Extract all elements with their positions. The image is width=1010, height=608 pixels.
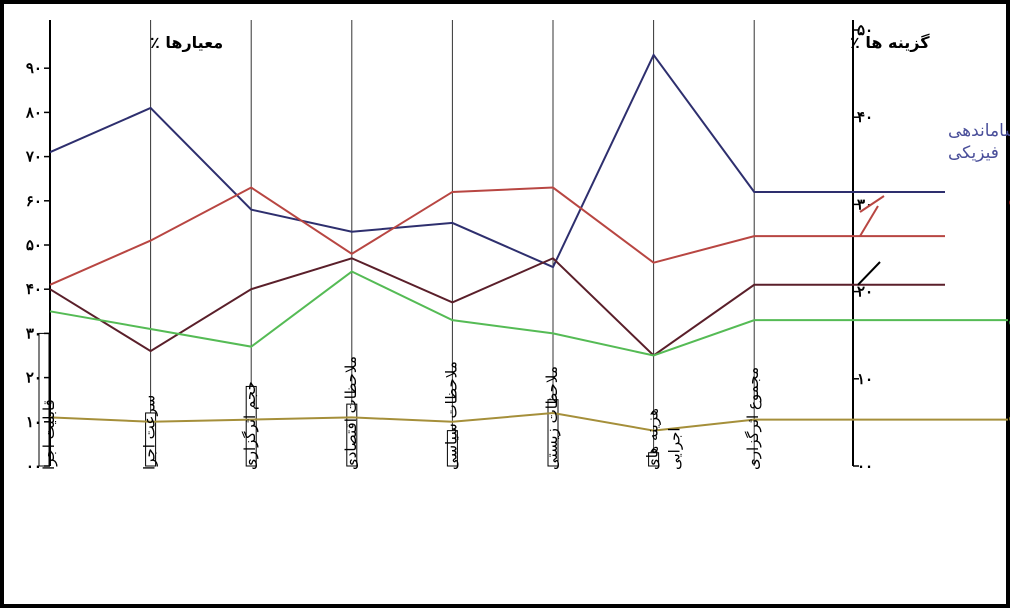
left-axis-title: معیارها ٪ xyxy=(150,33,223,52)
left-tick-label: ۱۰ xyxy=(26,413,42,431)
category-label: ملاحظات اقتصادی xyxy=(342,356,360,470)
category-label: ملاحظات زیستی xyxy=(543,366,561,470)
right-axis-title: گزینه ها ٪ xyxy=(850,33,930,52)
left-tick-label: ۸۰ xyxy=(25,103,42,121)
criteria-bars xyxy=(38,332,660,467)
right-tick-label: ۰۰ xyxy=(857,457,873,475)
left-tick-label: ۳۰ xyxy=(26,324,42,342)
left-tick-label: ۷۰ xyxy=(25,148,42,166)
series-label-connector xyxy=(859,195,885,213)
left-tick-label: ۹۰ xyxy=(26,59,42,77)
right-tick-label: ۵۰ xyxy=(857,21,873,39)
series-lines xyxy=(49,52,1008,432)
category-gridlines xyxy=(150,20,755,466)
criteria-bar xyxy=(145,412,157,467)
category-label: سرعت اجرا xyxy=(141,395,159,470)
series-label: تمرکز زدایی xyxy=(1008,189,1010,209)
criteria-bar xyxy=(346,403,358,467)
right-tick-label: ۱۰ xyxy=(857,370,873,388)
left-tick-label: ۵۰ xyxy=(26,236,42,254)
category-label: حجم اثرگزاری xyxy=(241,381,259,470)
criteria-bar xyxy=(648,452,660,467)
series-line xyxy=(49,270,1008,357)
left-tick-label: ۰۰ xyxy=(26,457,42,475)
series-label: رویکرد سرزمینی xyxy=(1008,244,1010,264)
category-label: هزینه های xyxy=(644,408,662,470)
series-label-connector xyxy=(857,261,881,286)
criteria-bar xyxy=(547,399,559,467)
right-tick-label: ۲۰ xyxy=(857,283,873,301)
category-label: اجرایی xyxy=(666,427,684,470)
left-tick-label: ۲۰ xyxy=(26,369,42,387)
series-label: قطب‌های رقیب xyxy=(1008,311,1010,331)
left-tick-label: ۶۰ xyxy=(26,192,42,210)
left-tick-label: ۴۰ xyxy=(26,280,42,298)
series-line xyxy=(49,186,945,286)
category-labels: قابلیت اجرا سرعت اجرا حجم اثرگزاری ملاحظات … xyxy=(40,356,762,470)
category-label: مجموع اثرگزاری xyxy=(744,367,762,470)
right-tick-label: ۴۰ xyxy=(857,108,873,126)
series-line xyxy=(49,411,1008,432)
right-tick-label: ۳۰ xyxy=(857,195,873,213)
criteria-bar xyxy=(245,385,257,467)
series-line xyxy=(49,257,945,357)
series-label: انتقال پایتخت xyxy=(1008,407,1010,427)
series-label-connector xyxy=(859,205,879,237)
series-label: ساماندهی xyxy=(948,121,1010,141)
category-label: ملاحظات سیاسی xyxy=(442,361,460,470)
series-label: فیزیکی xyxy=(948,143,999,163)
series-labels: ساماندهیفیزیکی تمرکز زدایی رویکرد سرزمینی ق… xyxy=(948,121,1010,427)
axes: ۰۰ ۱۰ ۲۰ ۳۰ ۴۰ ۵۰ ۶۰ ۷۰ ۸۰ ۹۰ ۰۰ ۱۰ ۲۰ ۳۰ ۴۰ ۵۰ xyxy=(25,20,873,475)
criteria-bar xyxy=(446,430,458,467)
category-label: قابلیت اجرا xyxy=(40,399,58,470)
series-line xyxy=(49,52,945,269)
